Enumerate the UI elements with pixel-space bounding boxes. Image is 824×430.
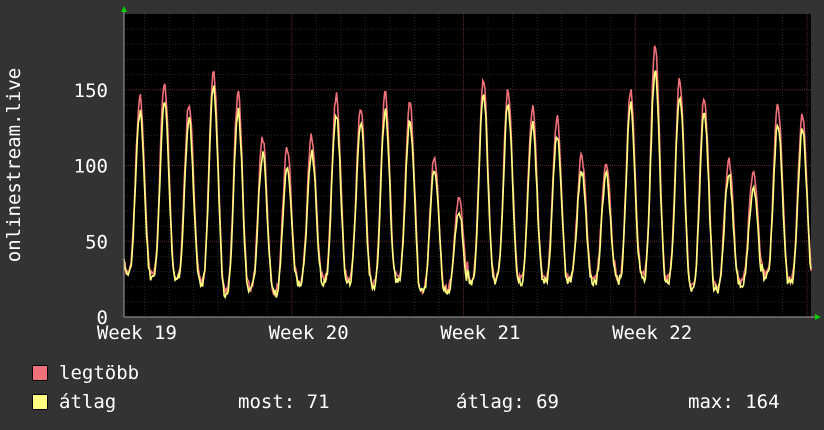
x-tick-label: Week 21 (440, 322, 520, 344)
y-tick-label: 100 (74, 156, 108, 178)
y-tick-label: 50 (85, 231, 108, 253)
x-tick-label: Week 20 (269, 322, 349, 344)
axes (121, 6, 821, 320)
x-tick-label: Week 19 (97, 322, 177, 344)
stat-average: átlag: 69 (456, 391, 559, 413)
legend-label-average: átlag (59, 391, 117, 413)
series-layer (123, 45, 812, 299)
legend-swatch-max (32, 365, 48, 381)
y-tick-label: 0 (97, 307, 108, 329)
stat-current: most: 71 (238, 391, 330, 413)
line-chart: 0 50 100 150 Week 19 Week 20 Week 21 Week 22 on… (3, 6, 821, 344)
y-tick-label: 150 (74, 80, 108, 102)
x-tick-label: Week 22 (612, 322, 692, 344)
x-axis-arrow (815, 314, 821, 320)
series-line-average (123, 70, 812, 299)
y-axis-label: onlinestream.live (3, 68, 25, 262)
tick-labels: 0 50 100 150 Week 19 Week 20 Week 21 Week 22 (74, 80, 692, 344)
legend-label-max: legtöbb (59, 362, 140, 384)
y-axis-arrow (121, 6, 127, 12)
stat-max: max: 164 (688, 391, 780, 413)
grid (124, 14, 811, 317)
legend-swatch-average (32, 394, 48, 410)
